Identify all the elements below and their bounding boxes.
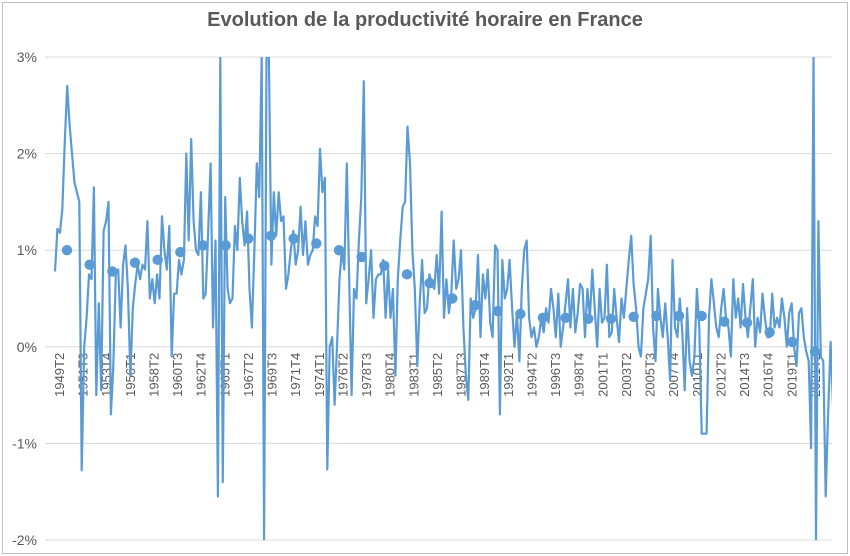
x-tick-label: 1967T2 <box>241 353 256 397</box>
x-tick-label: 1949T2 <box>52 353 67 397</box>
average-marker <box>492 305 503 317</box>
x-tick-label: 1978T3 <box>359 353 374 397</box>
x-tick-label: 2016T4 <box>761 353 776 397</box>
x-tick-label: 1976T2 <box>336 353 351 397</box>
average-marker <box>628 311 639 323</box>
x-tick-label: 1989T4 <box>477 353 492 397</box>
x-tick-label: 1960T3 <box>170 353 185 397</box>
x-tick-label: 1962T4 <box>194 353 209 397</box>
average-marker <box>265 230 277 241</box>
y-tick-label: -1% <box>12 435 37 451</box>
x-tick-label: 1985T2 <box>430 353 445 397</box>
average-marker <box>84 259 95 270</box>
y-tick-label: 2% <box>17 146 37 162</box>
average-marker <box>243 233 254 244</box>
x-tick-label: 2014T3 <box>737 353 752 397</box>
average-marker <box>515 308 526 320</box>
x-tick-label: 2001T1 <box>595 353 610 397</box>
x-tick-label: 1971T4 <box>288 353 303 397</box>
average-marker <box>175 246 186 258</box>
average-marker <box>537 312 549 324</box>
x-tick-label: 1958T2 <box>147 353 162 397</box>
x-tick-label: 2005T3 <box>643 353 658 397</box>
average-marker <box>809 346 821 357</box>
average-marker <box>787 336 798 348</box>
average-marker <box>356 251 367 263</box>
average-marker <box>696 310 707 322</box>
y-tick-label: 0% <box>17 339 37 355</box>
average-marker <box>197 240 209 251</box>
average-marker <box>220 240 231 251</box>
y-tick-label: 1% <box>17 242 37 258</box>
x-tick-label: 2012T2 <box>714 353 729 397</box>
x-tick-label: 2003T2 <box>619 353 634 397</box>
average-marker <box>651 310 662 322</box>
average-marker <box>673 310 685 322</box>
average-marker <box>333 245 345 256</box>
average-marker <box>61 245 73 256</box>
average-marker <box>447 293 458 304</box>
x-tick-label: 1974T1 <box>312 353 327 397</box>
x-tick-label: 1994T2 <box>525 353 540 397</box>
average-marker <box>152 254 163 266</box>
average-marker <box>605 313 617 324</box>
average-marker <box>401 269 413 280</box>
x-tick-label: 1996T3 <box>548 353 563 397</box>
average-marker <box>288 233 299 244</box>
chart-title: Evolution de la productivité horaire en … <box>207 9 643 31</box>
average-marker <box>560 312 571 324</box>
average-marker <box>583 313 594 324</box>
y-tick-label: 3% <box>17 49 37 65</box>
average-marker <box>741 317 753 328</box>
average-marker <box>379 260 390 271</box>
average-marker <box>311 238 322 249</box>
x-tick-label: 1983T1 <box>406 353 421 397</box>
average-marker <box>424 277 435 289</box>
x-tick-label: 1992T1 <box>501 353 516 397</box>
x-tick-label: 1969T3 <box>265 353 280 397</box>
y-tick-label: -2% <box>12 532 37 548</box>
average-marker <box>764 327 775 338</box>
x-tick-label: 1998T4 <box>572 353 587 397</box>
quarterly-series-line <box>53 57 832 540</box>
average-marker <box>129 257 141 268</box>
average-marker <box>469 300 481 311</box>
average-marker <box>719 316 730 327</box>
average-marker <box>107 266 118 277</box>
